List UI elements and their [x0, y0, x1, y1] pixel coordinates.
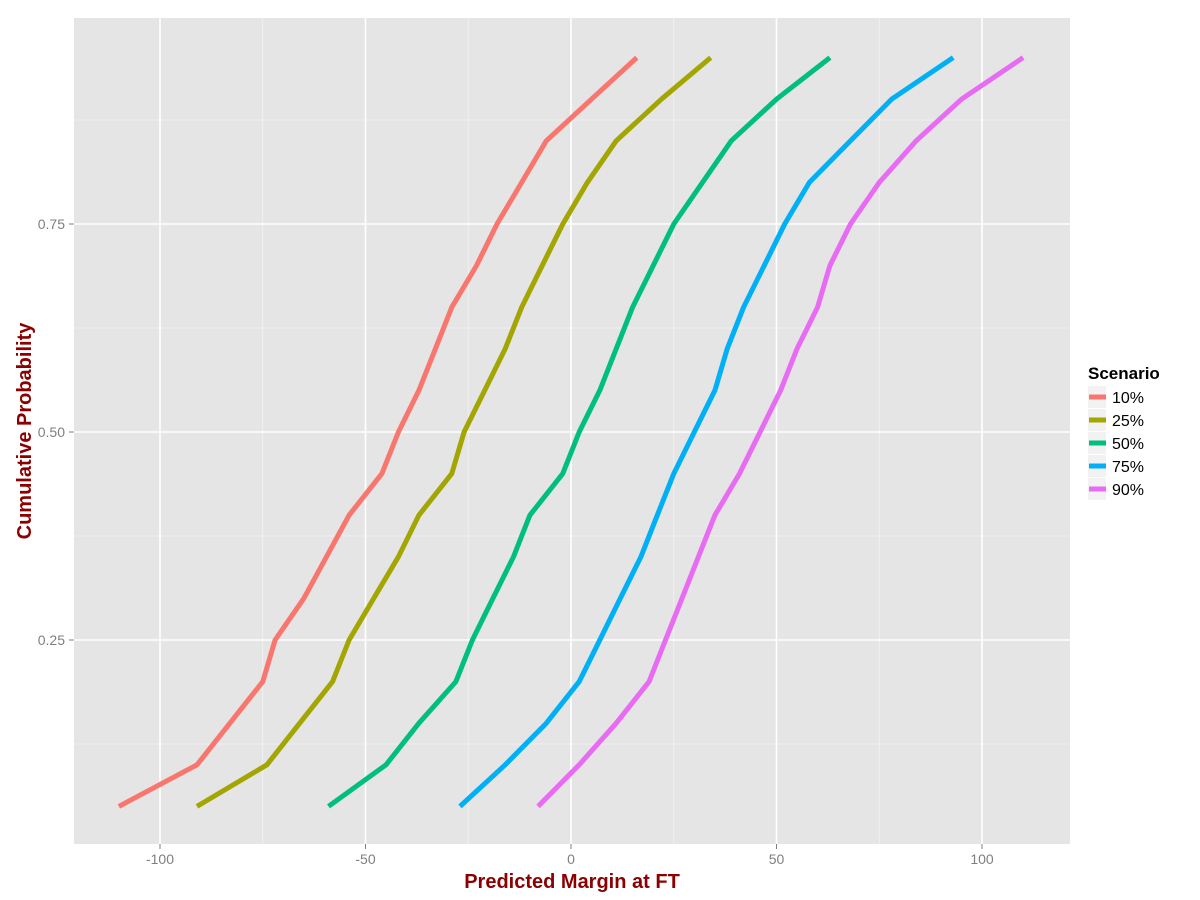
x-tick-label: 50: [769, 851, 785, 867]
plot-panel: [74, 18, 1070, 844]
x-axis-title: Predicted Margin at FT: [464, 871, 680, 893]
x-tick-label: -100: [146, 851, 174, 867]
legend-label: 50%: [1112, 436, 1144, 453]
series-line-50pct: [327, 55, 832, 809]
legend-item: 25%: [1088, 409, 1144, 431]
x-tick-label: 0: [567, 851, 575, 867]
y-tick-label: 0.50: [38, 424, 65, 440]
y-axis-ticks: 0.25 0.50 0.75: [38, 216, 74, 648]
x-tick-label: -50: [355, 851, 375, 867]
legend-label: 10%: [1112, 390, 1144, 407]
y-tick-label: 0.25: [38, 632, 65, 648]
x-tick-label: 100: [970, 851, 994, 867]
series-lines: [117, 55, 1025, 809]
legend-item: 90%: [1088, 478, 1144, 500]
legend-title: Scenario: [1088, 364, 1160, 383]
x-axis-ticks: -100 -50 0 50 100: [146, 844, 994, 867]
series-line-75pct: [458, 55, 955, 809]
series-line-90pct: [536, 55, 1025, 809]
series-line-10pct: [117, 55, 639, 809]
legend-label: 75%: [1112, 459, 1144, 476]
legend-item: 50%: [1088, 432, 1144, 454]
legend-items: 10% 25% 50% 75% 90%: [1088, 386, 1144, 500]
legend-item: 75%: [1088, 455, 1144, 477]
legend-item: 10%: [1088, 386, 1144, 408]
legend-label: 25%: [1112, 413, 1144, 430]
minor-gridlines: [74, 18, 1070, 844]
legend-label: 90%: [1112, 482, 1144, 499]
legend: Scenario 10% 25% 50% 75% 90%: [1088, 364, 1160, 500]
y-tick-label: 0.75: [38, 216, 65, 232]
y-axis-title: Cumulative Probability: [14, 322, 36, 540]
series-line-25pct: [195, 55, 713, 809]
major-gridlines: [74, 18, 1070, 844]
